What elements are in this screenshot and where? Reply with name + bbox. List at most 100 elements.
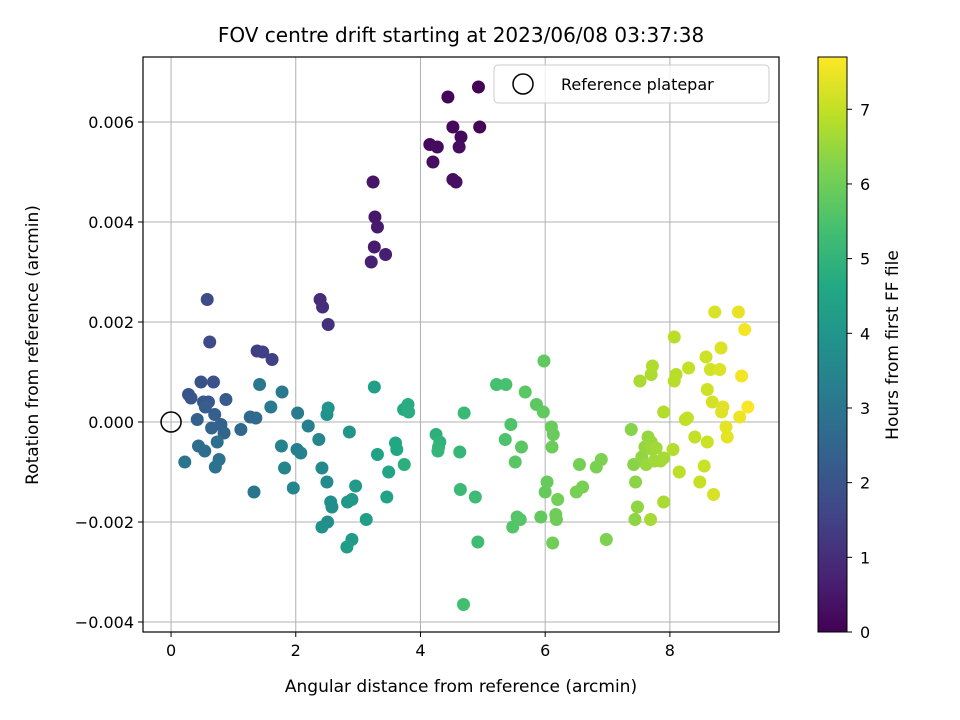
y-tick-label: −0.002 [75,513,134,532]
data-point [274,439,288,453]
data-point [198,400,212,414]
data-point [713,363,727,376]
data-point [194,375,208,389]
data-point [471,80,485,94]
data-point [380,490,394,504]
data-point [594,453,608,466]
data-point [208,460,222,474]
data-point [315,461,329,475]
data-point [370,220,384,234]
data-point [657,405,671,419]
data-point [714,341,728,355]
data-point [738,323,752,336]
data-point [316,300,330,314]
data-point [703,363,717,376]
data-point [210,435,224,449]
data-point [508,455,522,469]
data-point [315,520,329,534]
x-axis-label: Angular distance from reference (arcmin) [285,677,637,697]
grid-lines [143,57,779,632]
data-point [342,425,356,439]
colorbar-tick-label: 7 [860,100,870,119]
data-point [457,406,471,420]
data-point [320,475,334,489]
data-point [471,535,485,549]
data-point [572,458,586,471]
data-point [599,533,613,546]
data-point [278,461,292,475]
reference-platepar-marker [160,411,182,433]
data-point [669,368,683,381]
data-point [366,175,380,189]
data-point [540,475,554,489]
data-point [382,465,396,479]
data-point [217,426,231,440]
data-point [184,391,198,405]
data-point [504,418,518,431]
data-point [286,481,300,495]
data-point [545,440,559,454]
data-point [498,433,512,446]
data-point [247,485,261,499]
data-point [312,433,326,446]
data-point [325,500,339,514]
colorbar-tick-label: 2 [860,474,870,493]
data-point [546,536,560,550]
data-point [364,255,378,269]
data-point [680,411,694,425]
data-point [291,406,305,420]
data-point [359,513,373,526]
data-point [370,448,384,461]
data-point [546,428,560,441]
data-point [699,350,713,364]
data-point [700,435,714,449]
data-point [657,495,671,509]
data-point [178,455,192,469]
data-point [275,385,289,399]
data-point [672,465,686,479]
data-point [345,493,359,506]
data-point [200,293,214,306]
data-point [700,383,714,396]
data-point [628,513,642,526]
data-point [468,490,482,504]
data-point [208,408,222,421]
data-point [624,423,638,436]
y-axis-label: Rotation from reference (arcmin) [23,205,43,485]
data-point [719,420,733,434]
plot-frame [142,56,780,633]
legend: Reference platepar [493,64,770,104]
data-point [693,475,707,489]
data-point [449,175,463,189]
colorbar-tick-label: 6 [860,175,870,194]
data-point [397,458,411,471]
data-points [178,80,755,611]
data-point [203,335,217,349]
x-axis-ticks: 0 2 4 6 8 [166,632,675,660]
data-point [682,361,696,375]
data-point [190,413,204,426]
data-point [454,130,468,144]
data-point [321,401,335,415]
colorbar-tick-label: 3 [860,399,870,418]
x-tick-label: 2 [291,641,301,660]
colorbar-tick-label: 4 [860,324,870,343]
colorbar-ticks: 0 1 2 3 4 5 6 7 [847,100,870,642]
data-point [644,513,658,526]
data-point [234,423,248,436]
data-point [198,444,212,458]
data-point [249,411,263,425]
data-point [707,488,721,501]
colorbar-tick-label: 5 [860,250,870,269]
x-tick-label: 4 [415,641,425,660]
data-point [402,405,416,419]
data-point [349,479,363,493]
y-axis-ticks: −0.004 −0.002 0.000 0.002 0.004 0.006 [75,113,143,632]
data-point [735,369,749,383]
data-point [294,446,308,460]
data-point [453,483,467,496]
data-point [733,410,747,424]
data-point [731,305,745,319]
